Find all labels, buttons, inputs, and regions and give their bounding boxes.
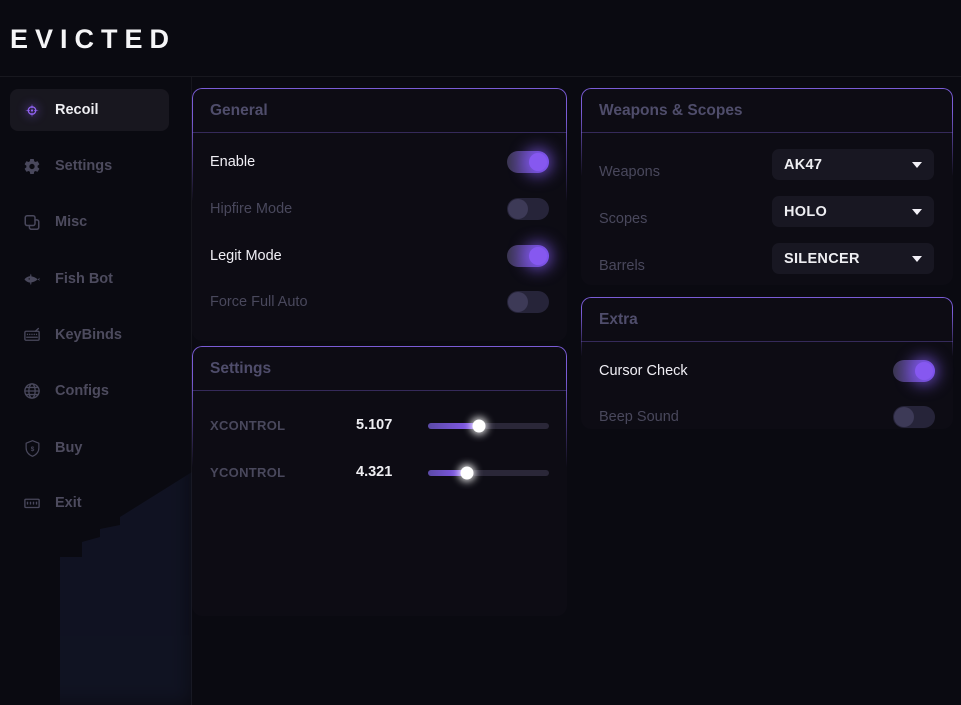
svg-text:$: $: [30, 445, 34, 452]
